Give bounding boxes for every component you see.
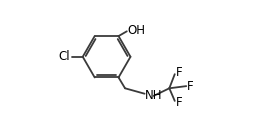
Text: F: F [187,80,194,93]
Text: F: F [176,66,182,79]
Text: NH: NH [145,89,162,102]
Text: OH: OH [127,24,145,37]
Text: F: F [176,96,182,109]
Text: Cl: Cl [59,50,70,63]
